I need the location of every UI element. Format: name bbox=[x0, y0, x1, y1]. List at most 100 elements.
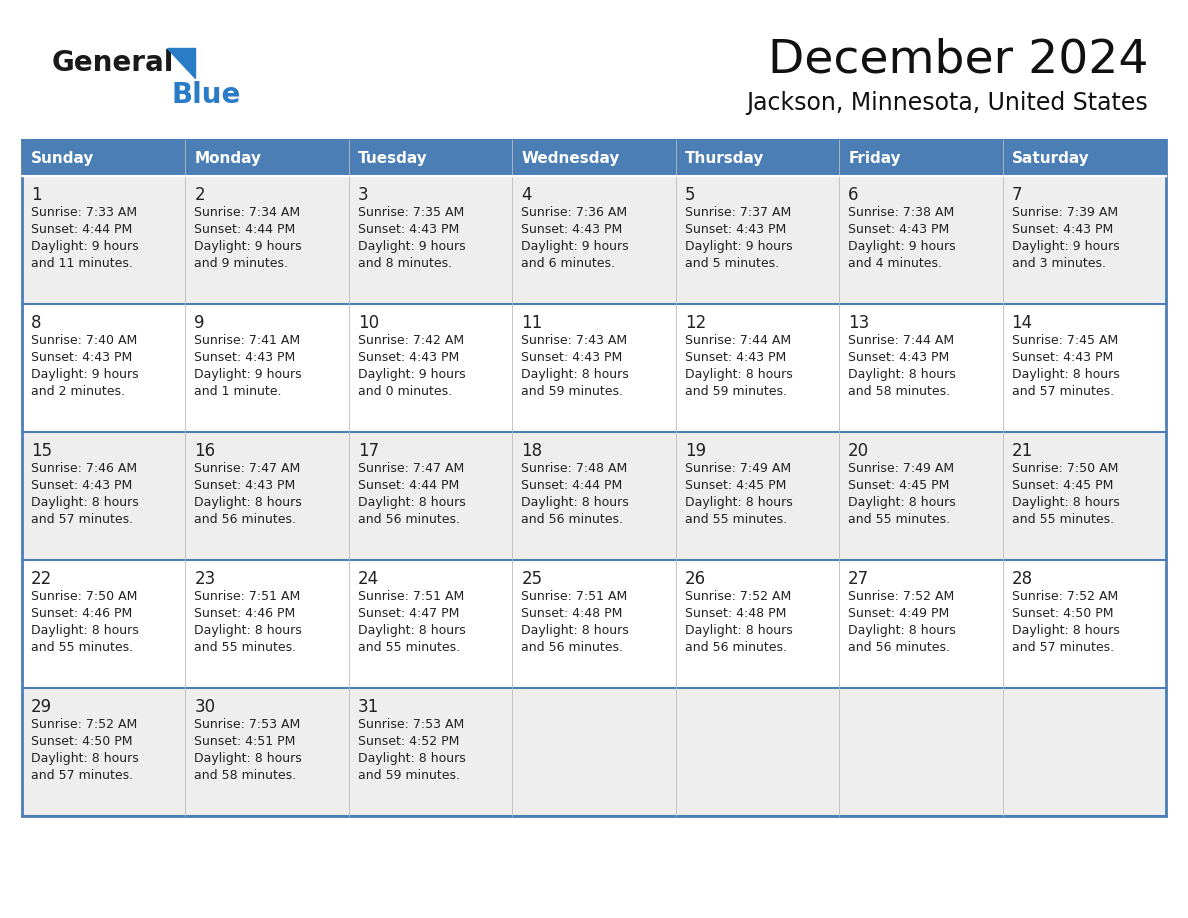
Bar bbox=[23, 304, 185, 432]
Text: Daylight: 8 hours: Daylight: 8 hours bbox=[684, 496, 792, 509]
Text: 28: 28 bbox=[1011, 570, 1032, 588]
Text: Daylight: 8 hours: Daylight: 8 hours bbox=[31, 752, 139, 765]
Bar bbox=[185, 560, 349, 688]
Text: Sunrise: 7:51 AM: Sunrise: 7:51 AM bbox=[195, 590, 301, 603]
Bar bbox=[23, 688, 185, 816]
Text: and 55 minutes.: and 55 minutes. bbox=[195, 641, 297, 654]
Text: and 6 minutes.: and 6 minutes. bbox=[522, 257, 615, 270]
Text: Daylight: 8 hours: Daylight: 8 hours bbox=[195, 496, 302, 509]
Text: Sunrise: 7:52 AM: Sunrise: 7:52 AM bbox=[1011, 590, 1118, 603]
Bar bbox=[839, 304, 1003, 432]
Text: Sunset: 4:47 PM: Sunset: 4:47 PM bbox=[358, 607, 460, 620]
Text: and 55 minutes.: and 55 minutes. bbox=[1011, 513, 1113, 526]
Text: 21: 21 bbox=[1011, 442, 1032, 460]
Text: Sunrise: 7:50 AM: Sunrise: 7:50 AM bbox=[31, 590, 138, 603]
Text: and 57 minutes.: and 57 minutes. bbox=[31, 513, 133, 526]
Bar bbox=[839, 140, 1003, 176]
Text: Sunrise: 7:44 AM: Sunrise: 7:44 AM bbox=[684, 334, 791, 347]
Bar bbox=[1003, 688, 1165, 816]
Text: Sunrise: 7:35 AM: Sunrise: 7:35 AM bbox=[358, 206, 465, 219]
Text: Sunrise: 7:47 AM: Sunrise: 7:47 AM bbox=[358, 462, 465, 475]
Bar bbox=[185, 140, 349, 176]
Text: Sunset: 4:43 PM: Sunset: 4:43 PM bbox=[848, 223, 949, 236]
Text: and 57 minutes.: and 57 minutes. bbox=[1011, 385, 1113, 398]
Bar bbox=[1003, 140, 1165, 176]
Text: and 0 minutes.: and 0 minutes. bbox=[358, 385, 451, 398]
Text: 25: 25 bbox=[522, 570, 543, 588]
Text: Sunday: Sunday bbox=[31, 151, 94, 165]
Bar bbox=[512, 688, 676, 816]
Text: Daylight: 9 hours: Daylight: 9 hours bbox=[358, 368, 466, 381]
Text: 12: 12 bbox=[684, 314, 706, 332]
Text: Sunset: 4:52 PM: Sunset: 4:52 PM bbox=[358, 735, 460, 748]
Text: Sunset: 4:43 PM: Sunset: 4:43 PM bbox=[684, 351, 786, 364]
Text: Daylight: 8 hours: Daylight: 8 hours bbox=[848, 368, 956, 381]
Text: Daylight: 9 hours: Daylight: 9 hours bbox=[31, 240, 139, 253]
Text: Sunset: 4:43 PM: Sunset: 4:43 PM bbox=[1011, 223, 1113, 236]
Text: and 11 minutes.: and 11 minutes. bbox=[31, 257, 133, 270]
Text: Sunset: 4:44 PM: Sunset: 4:44 PM bbox=[195, 223, 296, 236]
Text: Sunset: 4:43 PM: Sunset: 4:43 PM bbox=[195, 351, 296, 364]
Text: Sunrise: 7:40 AM: Sunrise: 7:40 AM bbox=[31, 334, 138, 347]
Text: and 57 minutes.: and 57 minutes. bbox=[1011, 641, 1113, 654]
Bar bbox=[23, 140, 1165, 816]
Text: Daylight: 8 hours: Daylight: 8 hours bbox=[684, 368, 792, 381]
Text: 9: 9 bbox=[195, 314, 204, 332]
Text: Sunrise: 7:46 AM: Sunrise: 7:46 AM bbox=[31, 462, 137, 475]
Text: 10: 10 bbox=[358, 314, 379, 332]
Text: and 1 minute.: and 1 minute. bbox=[195, 385, 282, 398]
Bar bbox=[512, 140, 676, 176]
Text: Sunrise: 7:41 AM: Sunrise: 7:41 AM bbox=[195, 334, 301, 347]
Text: Daylight: 8 hours: Daylight: 8 hours bbox=[1011, 368, 1119, 381]
Text: Sunset: 4:43 PM: Sunset: 4:43 PM bbox=[522, 351, 623, 364]
Text: Sunset: 4:50 PM: Sunset: 4:50 PM bbox=[1011, 607, 1113, 620]
Text: Sunrise: 7:52 AM: Sunrise: 7:52 AM bbox=[848, 590, 954, 603]
Bar bbox=[349, 140, 512, 176]
Bar bbox=[349, 432, 512, 560]
Text: and 3 minutes.: and 3 minutes. bbox=[1011, 257, 1106, 270]
Text: Sunset: 4:50 PM: Sunset: 4:50 PM bbox=[31, 735, 133, 748]
Text: Sunset: 4:48 PM: Sunset: 4:48 PM bbox=[684, 607, 786, 620]
Text: Blue: Blue bbox=[171, 81, 240, 109]
Text: and 4 minutes.: and 4 minutes. bbox=[848, 257, 942, 270]
Text: Sunrise: 7:49 AM: Sunrise: 7:49 AM bbox=[684, 462, 791, 475]
Text: Daylight: 9 hours: Daylight: 9 hours bbox=[848, 240, 956, 253]
Text: Sunset: 4:44 PM: Sunset: 4:44 PM bbox=[522, 479, 623, 492]
Text: and 56 minutes.: and 56 minutes. bbox=[522, 513, 624, 526]
Text: Sunrise: 7:34 AM: Sunrise: 7:34 AM bbox=[195, 206, 301, 219]
Text: Sunrise: 7:45 AM: Sunrise: 7:45 AM bbox=[1011, 334, 1118, 347]
Text: 22: 22 bbox=[31, 570, 52, 588]
Text: Sunset: 4:43 PM: Sunset: 4:43 PM bbox=[1011, 351, 1113, 364]
Text: and 56 minutes.: and 56 minutes. bbox=[358, 513, 460, 526]
Bar bbox=[676, 688, 839, 816]
Bar bbox=[185, 432, 349, 560]
Text: 4: 4 bbox=[522, 186, 532, 204]
Text: Daylight: 8 hours: Daylight: 8 hours bbox=[358, 496, 466, 509]
Text: 23: 23 bbox=[195, 570, 216, 588]
Bar bbox=[512, 176, 676, 304]
Bar bbox=[23, 432, 185, 560]
Text: Sunrise: 7:36 AM: Sunrise: 7:36 AM bbox=[522, 206, 627, 219]
Bar bbox=[839, 688, 1003, 816]
Text: 14: 14 bbox=[1011, 314, 1032, 332]
Text: Sunset: 4:43 PM: Sunset: 4:43 PM bbox=[31, 351, 132, 364]
Text: Sunrise: 7:38 AM: Sunrise: 7:38 AM bbox=[848, 206, 954, 219]
Text: and 55 minutes.: and 55 minutes. bbox=[684, 513, 786, 526]
Text: and 57 minutes.: and 57 minutes. bbox=[31, 769, 133, 782]
Text: Monday: Monday bbox=[195, 151, 261, 165]
Text: Sunrise: 7:48 AM: Sunrise: 7:48 AM bbox=[522, 462, 627, 475]
Text: Sunset: 4:48 PM: Sunset: 4:48 PM bbox=[522, 607, 623, 620]
Text: Sunset: 4:43 PM: Sunset: 4:43 PM bbox=[358, 351, 459, 364]
Text: 1: 1 bbox=[31, 186, 42, 204]
Text: and 8 minutes.: and 8 minutes. bbox=[358, 257, 451, 270]
Text: Saturday: Saturday bbox=[1011, 151, 1089, 165]
Text: Sunrise: 7:52 AM: Sunrise: 7:52 AM bbox=[31, 718, 138, 731]
Text: Daylight: 8 hours: Daylight: 8 hours bbox=[522, 624, 628, 637]
Text: and 55 minutes.: and 55 minutes. bbox=[358, 641, 460, 654]
Text: Sunrise: 7:52 AM: Sunrise: 7:52 AM bbox=[684, 590, 791, 603]
Text: 18: 18 bbox=[522, 442, 543, 460]
Text: Daylight: 9 hours: Daylight: 9 hours bbox=[1011, 240, 1119, 253]
Polygon shape bbox=[168, 48, 195, 78]
Bar bbox=[839, 560, 1003, 688]
Text: Sunrise: 7:33 AM: Sunrise: 7:33 AM bbox=[31, 206, 137, 219]
